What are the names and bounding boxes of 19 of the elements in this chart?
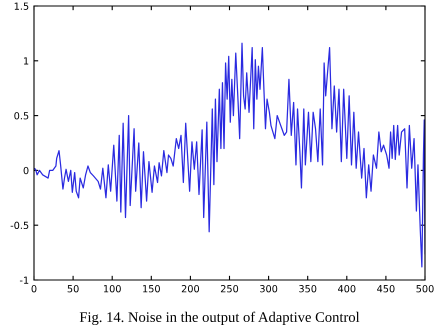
x-tick-label: 250 <box>220 285 238 292</box>
x-tick-label: 200 <box>182 285 200 292</box>
y-tick-label: 1 <box>24 57 28 64</box>
x-tick-label: 400 <box>338 285 356 292</box>
x-tick-label: 300 <box>260 285 278 292</box>
x-tick-label: 100 <box>104 285 121 292</box>
line-series <box>34 42 425 268</box>
x-tick-label: 150 <box>143 285 160 292</box>
y-tick-label: -1 <box>20 276 28 284</box>
y-tick-label: 1.5 <box>14 2 28 10</box>
caption: Fig. 14. Noise in the output of Adaptive Control <box>80 312 360 326</box>
x-tick-label: 50 <box>68 285 79 292</box>
x-tick-label: 0 <box>32 285 36 292</box>
x-tick-label: 500 <box>416 285 434 292</box>
y-tick-label: 0.5 <box>14 112 28 120</box>
y-tick-label: -0.5 <box>10 222 28 230</box>
x-tick-label: 350 <box>299 285 316 292</box>
x-tick-label: 450 <box>377 285 395 292</box>
y-tick-label: 0 <box>24 166 28 174</box>
